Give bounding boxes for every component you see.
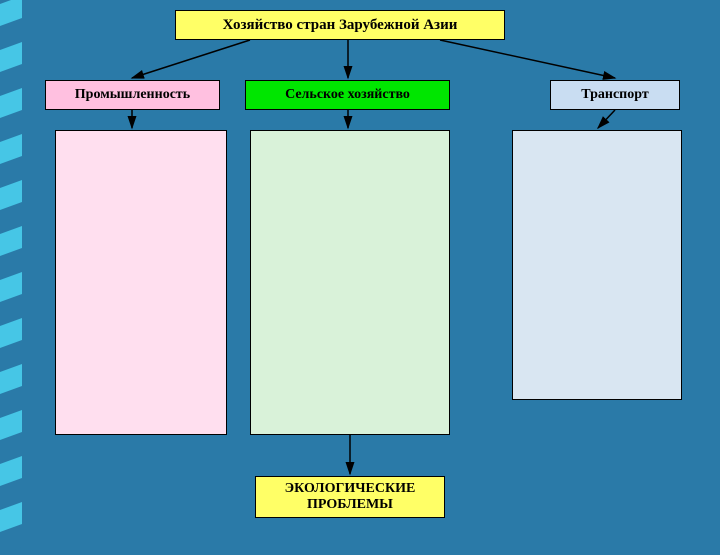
bottom-box: ЭКОЛОГИЧЕСКИЕ ПРОБЛЕМЫ <box>255 476 445 518</box>
category-panel-1 <box>250 130 450 435</box>
category-panel-0 <box>55 130 227 435</box>
category-panel-2 <box>512 130 682 400</box>
bottom-text: ЭКОЛОГИЧЕСКИЕ ПРОБЛЕМЫ <box>256 481 444 513</box>
category-label-2: Транспорт <box>550 80 680 110</box>
category-label-0: Промышленность <box>45 80 220 110</box>
category-label-text: Промышленность <box>75 87 190 103</box>
diagram-title: Хозяйство стран Зарубежной Азии <box>175 10 505 40</box>
title-text: Хозяйство стран Зарубежной Азии <box>223 17 458 34</box>
category-label-text: Транспорт <box>581 87 648 103</box>
left-stripe-decor <box>0 0 20 540</box>
category-label-1: Сельское хозяйство <box>245 80 450 110</box>
category-label-text: Сельское хозяйство <box>285 87 410 103</box>
